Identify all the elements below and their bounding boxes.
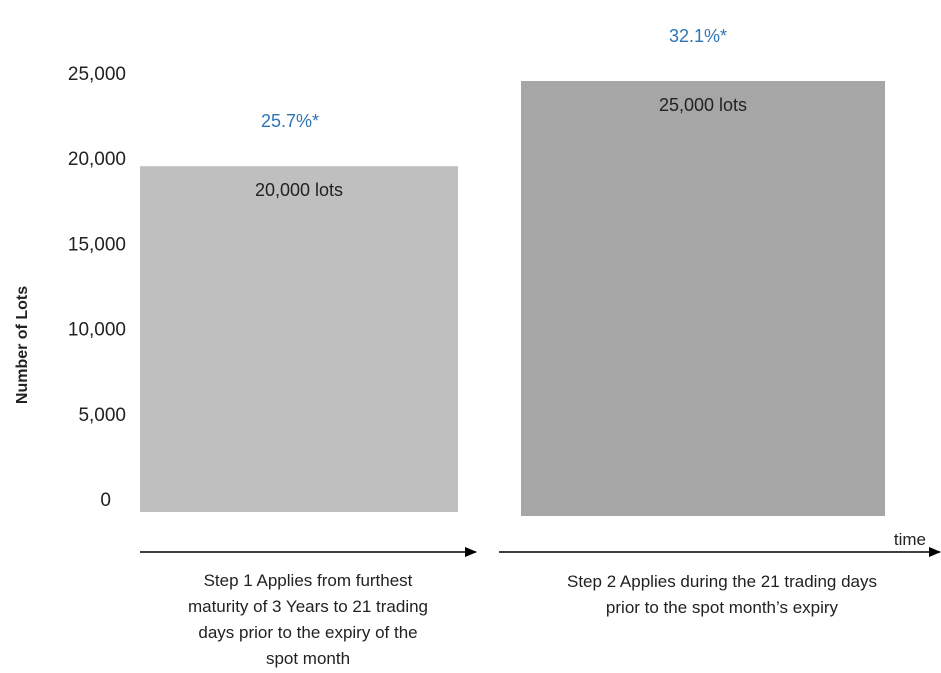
y-axis-ticks: 25,000 20,000 15,000 10,000 5,000 0 <box>68 64 126 511</box>
category-caption-line: Step 2 Applies during the 21 trading day… <box>567 572 877 591</box>
bar-data-labels: 20,000 lots 25,000 lots <box>255 95 747 200</box>
bars <box>140 81 885 516</box>
y-tick-label: 15,000 <box>68 234 126 255</box>
x-axis-label-time: time <box>894 530 926 549</box>
bar <box>521 81 885 516</box>
y-tick-label: 0 <box>100 490 111 511</box>
percent-label: 32.1%* <box>669 26 727 46</box>
category-caption-line: days prior to the expiry of the <box>198 623 417 642</box>
y-tick-label: 25,000 <box>68 64 126 85</box>
y-axis-label: Number of Lots <box>14 286 31 404</box>
percent-labels: 25.7%* 32.1%* <box>261 26 727 131</box>
category-caption-line: prior to the spot month’s expiry <box>606 598 839 617</box>
y-tick-label: 5,000 <box>78 405 126 426</box>
y-tick-label: 10,000 <box>68 320 126 341</box>
percent-label: 25.7%* <box>261 111 319 131</box>
category-caption-line: spot month <box>266 649 350 668</box>
bar-data-label: 20,000 lots <box>255 180 343 200</box>
bar-data-label: 25,000 lots <box>659 95 747 115</box>
y-tick-label: 20,000 <box>68 149 126 170</box>
category-captions: Step 1 Applies from furthest maturity of … <box>188 571 877 668</box>
category-caption-line: Step 1 Applies from furthest <box>204 571 413 590</box>
category-caption-line: maturity of 3 Years to 21 trading <box>188 597 428 616</box>
bar <box>140 166 458 512</box>
